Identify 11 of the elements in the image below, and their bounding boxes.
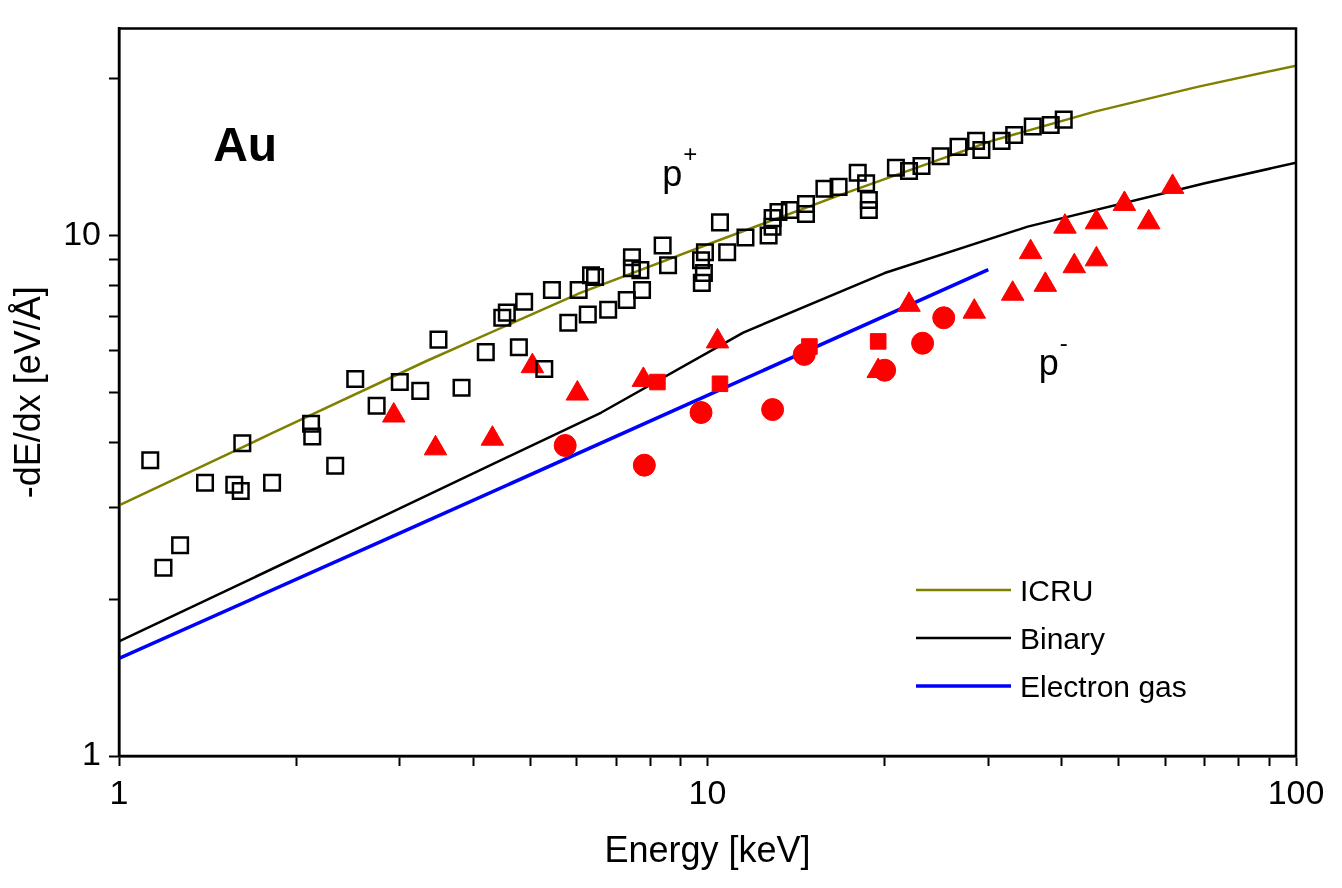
x-tick-label: 1 (109, 772, 129, 811)
y-axis-title: -dE/dx [eV/Å] (6, 286, 48, 499)
legend-label: Binary (1020, 622, 1106, 655)
annotation: p- (1038, 329, 1068, 384)
legend-label: Electron gas (1020, 670, 1187, 703)
annotation: Au (213, 117, 278, 171)
x-tick-label: 10 (688, 772, 727, 811)
legend-label: ICRU (1020, 574, 1094, 607)
annotation: p+ (662, 139, 698, 194)
x-tick-label: 100 (1267, 772, 1325, 811)
x-axis-title: Energy [keV] (604, 829, 811, 871)
